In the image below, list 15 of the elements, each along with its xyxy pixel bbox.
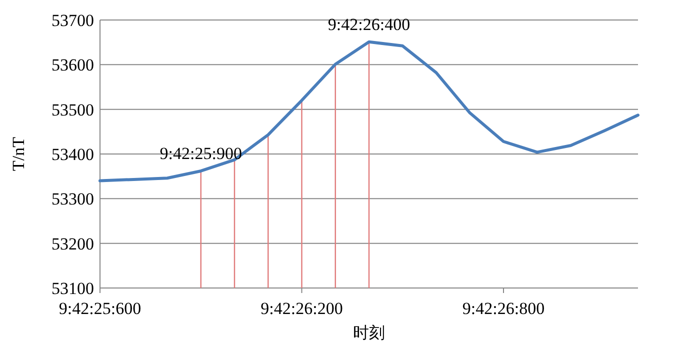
y-tick-label: 53400 — [52, 144, 94, 164]
y-tick-label: 53200 — [52, 234, 94, 254]
x-tick-label: 9:42:26:800 — [462, 299, 545, 318]
line-series — [98, 40, 640, 182]
y-tick-label: 53100 — [52, 278, 94, 298]
x-tick-label: 9:42:26:200 — [260, 299, 343, 318]
y-axis-title: T/nT — [9, 136, 28, 171]
annotation: 9:42:26:400 — [328, 14, 410, 34]
y-tick-label: 53500 — [52, 100, 94, 120]
annotation: 9:42:25:900 — [160, 144, 242, 163]
y-tick-label: 53700 — [52, 10, 94, 30]
y-tick-label: 53300 — [52, 190, 94, 209]
y-tick-label: 53600 — [52, 56, 94, 75]
x-axis-title: 时刻 — [353, 323, 385, 342]
x-tick-label: 9:42:25:600 — [58, 299, 142, 318]
